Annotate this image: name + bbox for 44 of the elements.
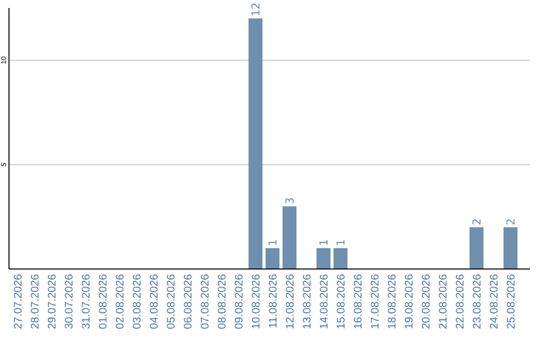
bar — [282, 206, 296, 269]
x-tick-label: 06.08.2026 — [182, 274, 194, 330]
x-tick-label: 24.08.2026 — [488, 274, 500, 330]
x-tick-label: 23.08.2026 — [471, 274, 484, 330]
data-label: 2 — [470, 218, 484, 226]
x-tick-label: 30.07.2026 — [63, 274, 76, 330]
bar — [316, 248, 330, 269]
x-tick-label: 09.08.2026 — [233, 274, 246, 330]
bar — [470, 227, 484, 269]
x-tick-label: 07.08.2026 — [199, 274, 212, 330]
x-tick-label: 11.08.2026 — [267, 274, 280, 328]
x-tick-label: 16.08.2026 — [352, 274, 364, 330]
data-label: 3 — [284, 197, 296, 204]
x-tick-label: 02.08.2026 — [114, 274, 126, 330]
data-label: 2 — [504, 218, 518, 226]
bar — [266, 248, 280, 269]
x-tick-label: 04.08.2026 — [148, 274, 160, 330]
x-tick-label: 13.08.2026 — [301, 274, 314, 330]
x-tick-label: 14.08.2026 — [318, 274, 330, 330]
x-tick-label: 12.08.2026 — [284, 274, 296, 330]
x-tick-label: 28.07.2026 — [29, 274, 42, 330]
x-tick-label: 20.08.2026 — [420, 274, 432, 330]
x-tick-label: 01.08.2026 — [97, 274, 110, 330]
x-tick-label: 22.08.2026 — [454, 274, 466, 330]
data-label: 12 — [250, 2, 262, 16]
x-tick-label: 03.08.2026 — [131, 274, 144, 330]
x-tick-label: 18.08.2026 — [386, 274, 398, 330]
x-tick-label: 10.08.2026 — [250, 274, 262, 330]
x-tick-label: 05.08.2026 — [165, 274, 178, 330]
x-tick-label: 29.07.2026 — [46, 274, 58, 330]
x-tick-label: 08.08.2026 — [216, 274, 228, 330]
x-tick-label: 17.08.2026 — [369, 274, 382, 330]
x-tick-label: 21.08.2026 — [437, 274, 450, 330]
x-tick-label: 15.08.2026 — [335, 274, 348, 330]
data-label: 1 — [266, 239, 280, 246]
bar — [334, 248, 348, 269]
data-label: 1 — [318, 239, 330, 246]
x-tick-label: 27.07.2026 — [12, 274, 24, 330]
x-tick-label: 19.08.2026 — [403, 274, 416, 330]
data-label: 1 — [334, 239, 348, 246]
bar — [504, 227, 518, 269]
x-tick-label: 25.08.2026 — [505, 274, 518, 330]
x-tick-label: 31.07.2026 — [80, 274, 92, 330]
bar — [248, 18, 262, 269]
